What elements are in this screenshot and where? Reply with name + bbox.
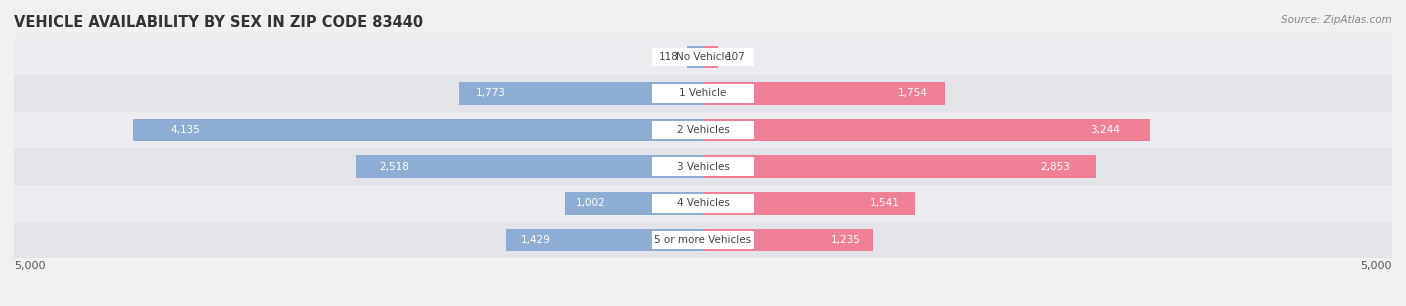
Text: Source: ZipAtlas.com: Source: ZipAtlas.com <box>1281 15 1392 25</box>
Bar <box>565 192 703 215</box>
Text: 1,754: 1,754 <box>897 88 928 99</box>
Bar <box>703 46 717 68</box>
Text: 5,000: 5,000 <box>1361 261 1392 271</box>
Bar <box>703 192 915 215</box>
Text: 1,773: 1,773 <box>477 88 506 99</box>
Bar <box>652 194 754 213</box>
Bar <box>652 121 754 140</box>
Text: 5 or more Vehicles: 5 or more Vehicles <box>654 235 752 245</box>
Bar <box>703 229 873 251</box>
Text: 5,000: 5,000 <box>14 261 45 271</box>
Text: 2,518: 2,518 <box>380 162 409 172</box>
Text: 118: 118 <box>658 52 679 62</box>
Text: 4,135: 4,135 <box>170 125 200 135</box>
Bar <box>703 155 1097 178</box>
Bar <box>458 82 703 105</box>
Text: VEHICLE AVAILABILITY BY SEX IN ZIP CODE 83440: VEHICLE AVAILABILITY BY SEX IN ZIP CODE … <box>14 15 423 30</box>
Text: 1 Vehicle: 1 Vehicle <box>679 88 727 99</box>
Text: 1,429: 1,429 <box>520 235 551 245</box>
Bar <box>356 155 703 178</box>
Text: No Vehicle: No Vehicle <box>675 52 731 62</box>
Bar <box>652 47 754 66</box>
Bar <box>14 39 1392 75</box>
Bar <box>652 157 754 176</box>
Text: 4 Vehicles: 4 Vehicles <box>676 198 730 208</box>
Bar <box>14 148 1392 185</box>
Bar <box>703 119 1150 141</box>
Bar <box>506 229 703 251</box>
Text: 3 Vehicles: 3 Vehicles <box>676 162 730 172</box>
Bar <box>652 231 754 249</box>
Text: 1,541: 1,541 <box>870 198 900 208</box>
Text: 107: 107 <box>725 52 745 62</box>
Text: 1,235: 1,235 <box>831 235 860 245</box>
Text: 2 Vehicles: 2 Vehicles <box>676 125 730 135</box>
Text: 3,244: 3,244 <box>1091 125 1121 135</box>
Bar <box>703 82 945 105</box>
Bar <box>14 112 1392 148</box>
Bar <box>14 185 1392 222</box>
Bar <box>652 84 754 103</box>
Text: 1,002: 1,002 <box>576 198 606 208</box>
Bar <box>14 75 1392 112</box>
Bar <box>686 46 703 68</box>
Bar <box>134 119 703 141</box>
Bar <box>14 222 1392 258</box>
Text: 2,853: 2,853 <box>1040 162 1070 172</box>
